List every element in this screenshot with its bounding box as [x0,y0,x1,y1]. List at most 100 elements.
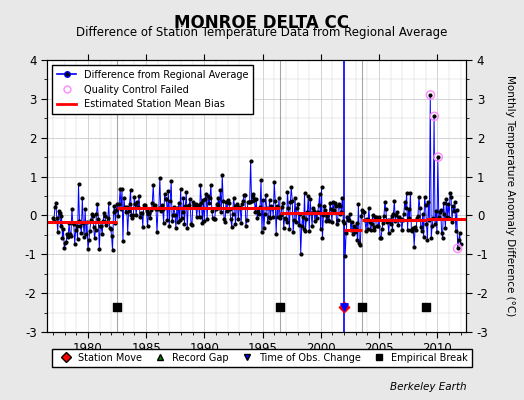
Point [425,217,433,223]
Point [126,187,135,193]
Point [356,242,365,248]
Point [276,215,284,222]
Point [76,223,84,229]
Point [49,214,57,221]
Point [69,220,77,226]
Point [363,216,371,222]
Point [440,211,449,218]
Point [414,213,422,219]
Point [179,195,188,202]
Point [433,229,441,235]
Point [240,192,248,198]
Point [138,210,146,216]
Point [456,241,465,247]
Point [421,304,430,310]
Point [89,213,97,219]
Point [187,221,195,227]
Point [259,197,267,203]
Point [204,193,212,200]
Point [151,202,159,208]
Point [420,194,429,200]
Point [213,202,222,208]
Point [396,217,404,223]
Point [255,211,264,218]
Point [346,211,354,217]
Point [377,234,385,241]
Point [116,186,124,192]
Point [376,235,384,241]
Point [300,190,309,196]
Point [233,200,242,207]
Point [353,237,362,244]
Point [368,212,377,218]
Point [341,253,350,260]
Point [212,206,220,212]
Point [318,184,326,190]
Point [303,209,312,215]
Point [427,92,435,98]
Point [386,217,394,224]
Point [185,202,193,208]
Point [205,200,213,206]
Point [221,218,230,225]
Point [428,223,436,229]
Point [413,215,421,222]
Point [79,220,88,226]
Point [194,202,203,208]
Text: Berkeley Earth: Berkeley Earth [390,382,466,392]
Point [177,186,185,192]
Point [226,216,235,222]
Point [407,227,416,233]
Point [391,218,399,225]
Point [222,199,230,206]
Point [197,199,205,206]
Point [225,199,233,206]
Point [191,202,199,208]
Point [189,199,197,205]
Point [386,220,395,227]
Point [261,192,270,198]
Point [340,304,348,310]
Y-axis label: Monthly Temperature Anomaly Difference (°C): Monthly Temperature Anomaly Difference (… [505,75,515,317]
Point [419,211,427,217]
Point [201,196,210,202]
Point [279,200,287,206]
Point [422,221,431,228]
Point [369,224,378,230]
Point [137,209,145,216]
Point [118,186,126,192]
Point [241,192,249,198]
Point [112,207,121,213]
Point [162,195,171,202]
Point [252,196,260,202]
Point [304,192,312,199]
Point [443,214,452,220]
Point [289,229,297,236]
Point [181,202,190,209]
Point [434,154,442,160]
Point [314,202,323,208]
Point [273,203,281,209]
Point [313,209,322,215]
Point [302,216,311,222]
Point [370,227,379,234]
Point [111,220,119,226]
Point [206,195,214,202]
Point [267,202,276,209]
Point [105,200,113,206]
Point [159,220,168,226]
Point [280,214,289,221]
Point [147,207,156,214]
Point [347,227,355,233]
Point [454,237,463,244]
Point [288,198,297,204]
Point [402,190,411,196]
Point [340,220,348,226]
Point [388,227,397,234]
Point [331,200,339,206]
Point [416,205,424,212]
Point [306,196,314,202]
Point [332,220,341,227]
Point [178,209,187,216]
Point [218,172,226,178]
